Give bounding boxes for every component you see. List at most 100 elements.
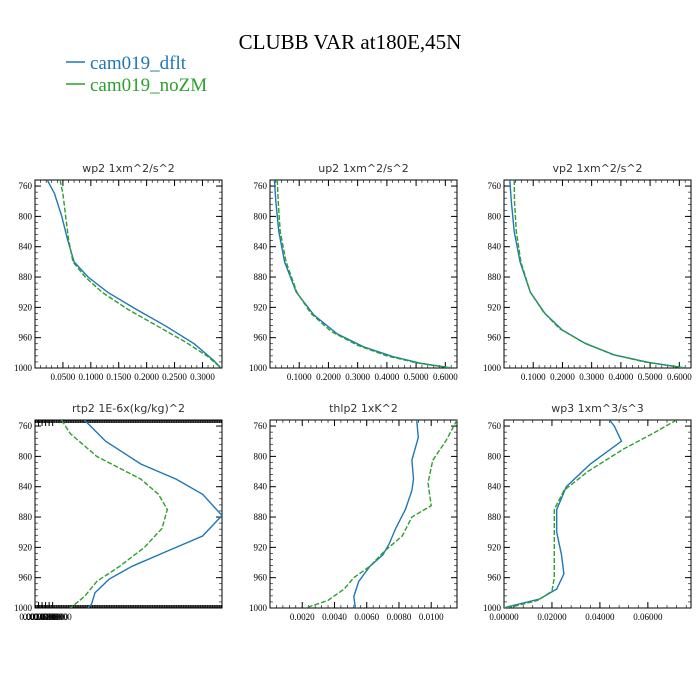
- legend-label-dflt: cam019_dflt: [90, 53, 187, 74]
- series-line-dflt: [273, 180, 452, 368]
- y-tick-label: 840: [19, 242, 33, 252]
- x-tick-label: 0.2000: [134, 372, 159, 382]
- y-tick-label: 800: [488, 211, 502, 221]
- series-line-nozm: [504, 420, 677, 608]
- plot-frame: [269, 179, 458, 369]
- x-tick-label: 0.1000: [78, 372, 103, 382]
- y-tick-label: 800: [254, 451, 268, 461]
- y-tick-label: 760: [488, 181, 502, 191]
- y-tick-label: 1000: [483, 603, 502, 613]
- y-tick-label: 880: [19, 512, 33, 522]
- y-tick-label: 880: [254, 272, 268, 282]
- y-tick-label: 840: [19, 482, 33, 492]
- x-tick-label: 0.1000: [521, 372, 546, 382]
- panel-1: wp2 1xm^2/s^2 760 800 840 880 920 960 1000 0.050…: [14, 162, 223, 382]
- series-line-dflt: [46, 180, 222, 368]
- y-tick-label: 960: [19, 333, 33, 343]
- series-line-nozm: [276, 180, 452, 368]
- y-tick-label: 1000: [483, 363, 502, 373]
- series-line-nozm: [60, 420, 169, 608]
- panel-title: rtp2 1E-6x(kg/kg)^2: [72, 402, 185, 415]
- x-tick-label: 0.0100: [419, 612, 444, 622]
- panel-title: wp3 1xm^3/s^3: [551, 402, 644, 415]
- series-line-nozm: [305, 420, 457, 608]
- y-tick-label: 760: [19, 181, 33, 191]
- y-tick-label: 840: [488, 482, 502, 492]
- x-tick-label: 0.1000: [287, 372, 312, 382]
- series-line-nozm: [513, 180, 686, 368]
- y-tick-label: 920: [254, 542, 268, 552]
- x-tick-label: 0.02000: [537, 612, 567, 622]
- panel-title: vp2 1xm^2/s^2: [552, 162, 642, 175]
- legend: cam019_dflt cam019_noZM: [66, 53, 207, 96]
- panels: wp2 1xm^2/s^2 760 800 840 880 920 960 1000 0.050…: [14, 162, 692, 622]
- x-tick-label: 0.0020: [290, 612, 315, 622]
- plot-frame: [34, 419, 223, 609]
- y-tick-label: 920: [19, 542, 33, 552]
- y-tick-label: 960: [488, 573, 502, 583]
- y-tick-label: 960: [488, 333, 502, 343]
- y-tick-label: 880: [488, 272, 502, 282]
- plot-frame: [503, 179, 692, 369]
- y-tick-label: 960: [254, 333, 268, 343]
- x-tick-label: 0.6000: [667, 372, 692, 382]
- panel-4: rtp2 1E-6x(kg/kg)^2 760 800 840 880 920 960 100…: [14, 402, 223, 622]
- x-tick-label: 0.4000: [375, 372, 400, 382]
- x-tick-label: 0.0020000: [19, 612, 58, 622]
- x-tick-label: 0.0040: [322, 612, 347, 622]
- y-tick-label: 760: [19, 421, 33, 431]
- series-line-dflt: [353, 420, 420, 608]
- y-tick-label: 920: [488, 302, 502, 312]
- y-tick-label: 760: [254, 181, 268, 191]
- plot-frame: [503, 419, 692, 609]
- x-tick-label: 0.0100000: [34, 612, 73, 622]
- y-tick-label: 840: [254, 242, 268, 252]
- panel-5: thlp2 1xK^2 760 800 840 880 920 960 1000 0.0020 0…: [249, 402, 458, 622]
- series-line-dflt: [509, 180, 686, 368]
- x-tick-label: 0.0060000: [26, 612, 65, 622]
- y-tick-label: 1000: [249, 603, 268, 613]
- x-tick-label: 0.1500: [106, 372, 131, 382]
- y-tick-label: 800: [488, 451, 502, 461]
- panel-3: vp2 1xm^2/s^2 760 800 840 880 920 960 1000 0.100…: [483, 162, 692, 382]
- panel-6: wp3 1xm^3/s^3 760 800 840 880 920 960 10000.000…: [483, 402, 692, 622]
- y-tick-label: 1000: [249, 363, 268, 373]
- y-tick-label: 960: [19, 573, 33, 583]
- y-tick-label: 880: [19, 272, 33, 282]
- x-tick-label: 0.00000: [489, 612, 519, 622]
- y-tick-label: 840: [254, 482, 268, 492]
- x-tick-label: 0.04000: [585, 612, 615, 622]
- x-tick-label: 0.5000: [404, 372, 429, 382]
- y-tick-label: 920: [19, 302, 33, 312]
- y-tick-label: 1000: [14, 603, 33, 613]
- y-tick-label: 960: [254, 573, 268, 583]
- y-tick-label: 880: [488, 512, 502, 522]
- panel-title: up2 1xm^2/s^2: [318, 162, 409, 175]
- y-tick-label: 800: [254, 211, 268, 221]
- y-tick-label: 920: [254, 302, 268, 312]
- x-tick-label: 0.0080: [387, 612, 412, 622]
- series-line-dflt: [83, 420, 222, 608]
- x-tick-label: 0.2000: [550, 372, 575, 382]
- x-tick-label: 0.6000: [433, 372, 458, 382]
- panel-title: wp2 1xm^2/s^2: [82, 162, 175, 175]
- series-line-dflt: [504, 420, 623, 608]
- figure-title: CLUBB VAR at180E,45N: [239, 30, 462, 54]
- plot-frame: [269, 419, 458, 609]
- y-tick-label: 1000: [14, 363, 33, 373]
- plot-frame: [34, 179, 223, 369]
- x-tick-label: 0.0060: [354, 612, 379, 622]
- x-tick-label: 0.3000: [579, 372, 604, 382]
- y-tick-label: 840: [488, 242, 502, 252]
- y-tick-label: 880: [254, 512, 268, 522]
- x-tick-label: 0.2500: [162, 372, 187, 382]
- x-tick-label: 0.0040000: [23, 612, 62, 622]
- x-tick-label: 0.06000: [633, 612, 663, 622]
- x-tick-label: 0.0500: [51, 372, 76, 382]
- x-tick-label: 0.0080000: [30, 612, 69, 622]
- panel-2: up2 1xm^2/s^2 760 800 840 880 920 960 1000 0.100…: [249, 162, 458, 382]
- y-tick-label: 760: [254, 421, 268, 431]
- x-tick-label: 0.3000: [190, 372, 215, 382]
- x-tick-label: 0.4000: [609, 372, 634, 382]
- legend-label-nozm: cam019_noZM: [90, 75, 207, 96]
